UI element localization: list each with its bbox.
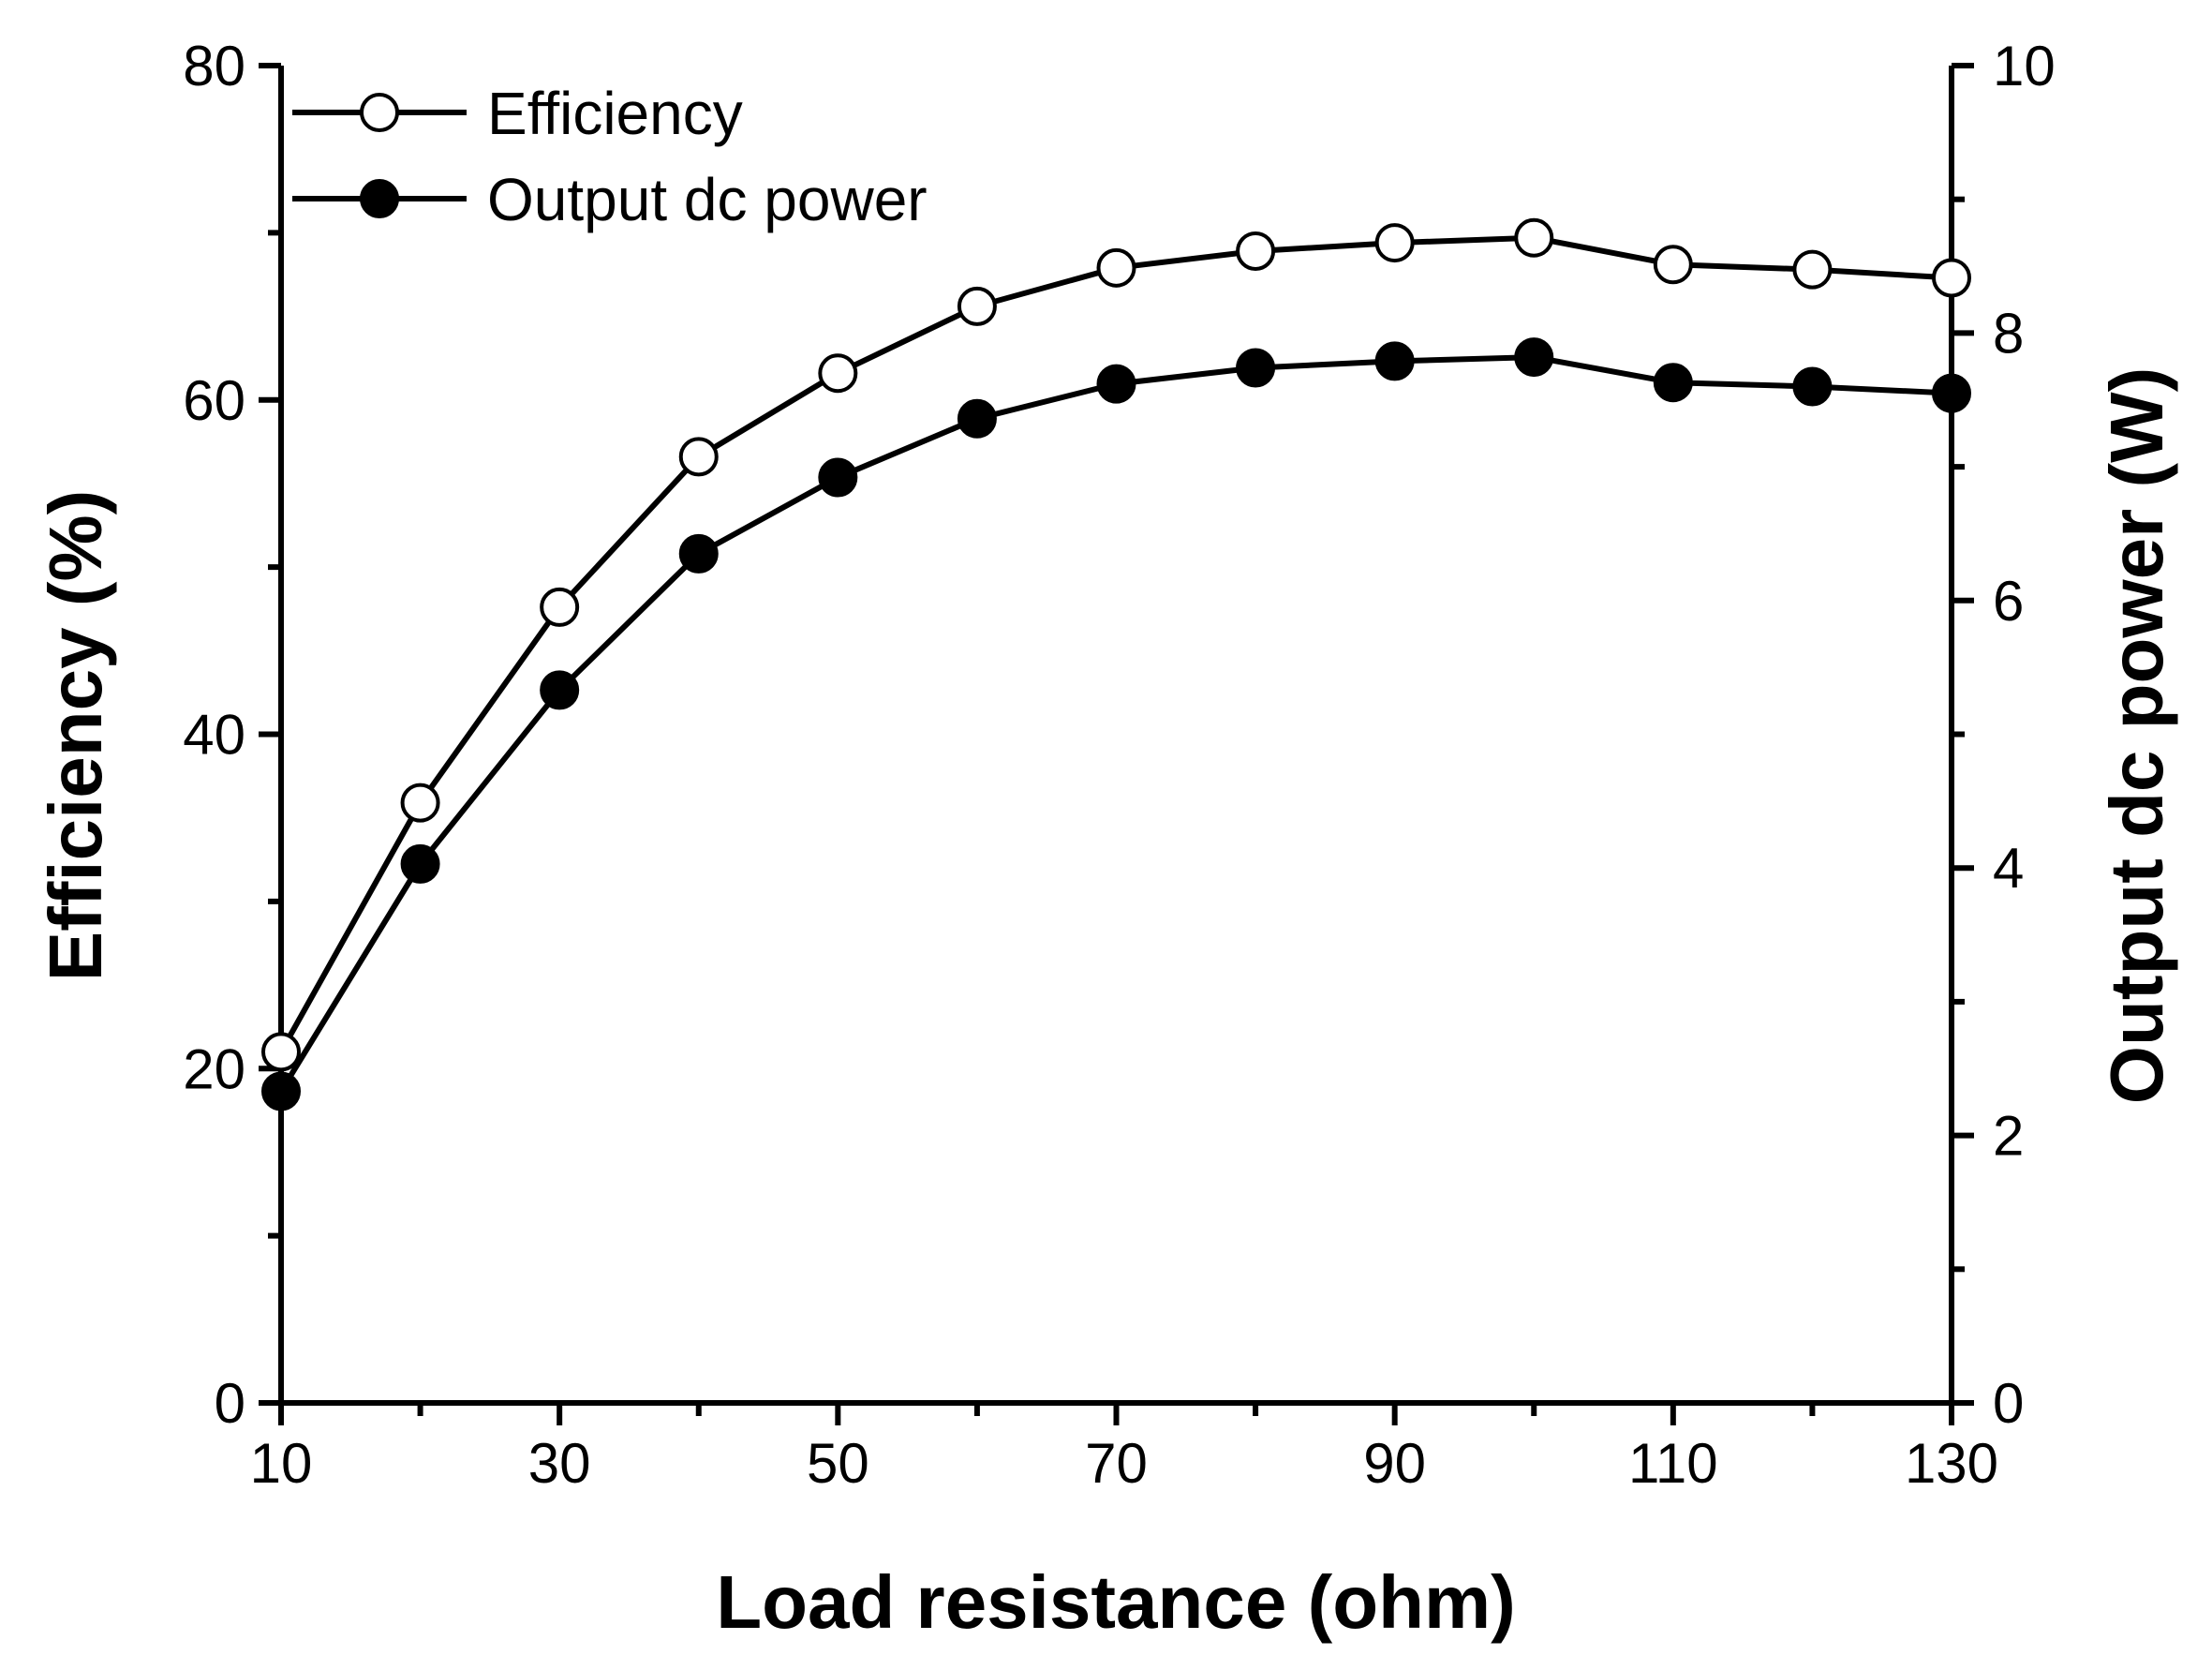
point-efficiency (1236, 231, 1276, 271)
point-output-dc-power (1653, 363, 1693, 403)
y2-tick-label: 4 (1993, 837, 2024, 900)
point-efficiency (1932, 258, 1971, 298)
point-output-dc-power (400, 843, 440, 884)
series-group (261, 217, 1971, 1111)
y2-axis-title: Output dc power (W) (2095, 367, 2178, 1105)
point-output-dc-power (678, 533, 719, 574)
point-output-dc-power (957, 398, 997, 439)
x-tick-label: 130 (1905, 1432, 1998, 1495)
legend-marker-efficiency (360, 93, 399, 132)
legend-item-output-dc-power: Output dc power (292, 166, 928, 233)
point-output-dc-power (818, 457, 858, 498)
point-efficiency (818, 353, 858, 394)
point-efficiency (1514, 217, 1554, 258)
y-tick-label: 40 (183, 704, 245, 767)
x-ticks: 10 30 50 70 90 110 130 (250, 1403, 1998, 1495)
x-axis-title: Load resistance (ohm) (716, 1560, 1516, 1644)
point-efficiency (540, 587, 580, 627)
y-ticks: 0 20 40 60 80 (183, 35, 281, 1435)
point-output-dc-power (1236, 348, 1276, 388)
legend-label-output-dc-power: Output dc power (487, 166, 928, 233)
point-output-dc-power (1096, 364, 1136, 404)
point-efficiency (1653, 245, 1693, 285)
x-tick-label: 30 (528, 1432, 591, 1495)
y2-tick-label: 6 (1993, 570, 2024, 633)
point-output-dc-power (261, 1071, 301, 1111)
y-tick-label: 60 (183, 369, 245, 432)
point-efficiency (261, 1032, 301, 1072)
legend-marker-output-dc-power (360, 179, 399, 218)
point-efficiency (1096, 247, 1136, 288)
x-tick-label: 90 (1363, 1432, 1426, 1495)
legend-label-efficiency: Efficiency (487, 80, 743, 147)
point-efficiency (1792, 249, 1833, 290)
x-tick-label: 50 (807, 1432, 869, 1495)
y-tick-label: 20 (183, 1037, 245, 1100)
point-output-dc-power (1514, 337, 1554, 378)
point-output-dc-power (1932, 373, 1971, 413)
point-output-dc-power (1374, 341, 1415, 381)
y-tick-label: 80 (183, 35, 245, 97)
x-tick-label: 10 (250, 1432, 313, 1495)
point-output-dc-power (1792, 366, 1833, 407)
point-efficiency (678, 437, 719, 477)
y2-tick-label: 10 (1993, 35, 2056, 97)
y2-tick-label: 2 (1993, 1105, 2024, 1168)
x-tick-label: 70 (1085, 1432, 1148, 1495)
point-output-dc-power (540, 670, 580, 710)
point-efficiency (1374, 223, 1415, 263)
y2-tick-label: 8 (1993, 302, 2024, 365)
y-tick-label: 0 (215, 1372, 245, 1435)
point-efficiency (400, 783, 440, 823)
legend-item-efficiency: Efficiency (292, 80, 743, 147)
y-axis-title: Efficiency (%) (34, 490, 117, 982)
series-line-efficiency (278, 234, 1952, 1053)
point-efficiency (957, 286, 997, 326)
y2-ticks: 0 2 4 6 8 10 (1952, 35, 2056, 1435)
series-line-output-dc-power (278, 354, 1952, 1094)
x-tick-label: 110 (1628, 1432, 1718, 1495)
legend: Efficiency Output dc power (292, 80, 928, 233)
y2-tick-label: 0 (1993, 1372, 2024, 1435)
